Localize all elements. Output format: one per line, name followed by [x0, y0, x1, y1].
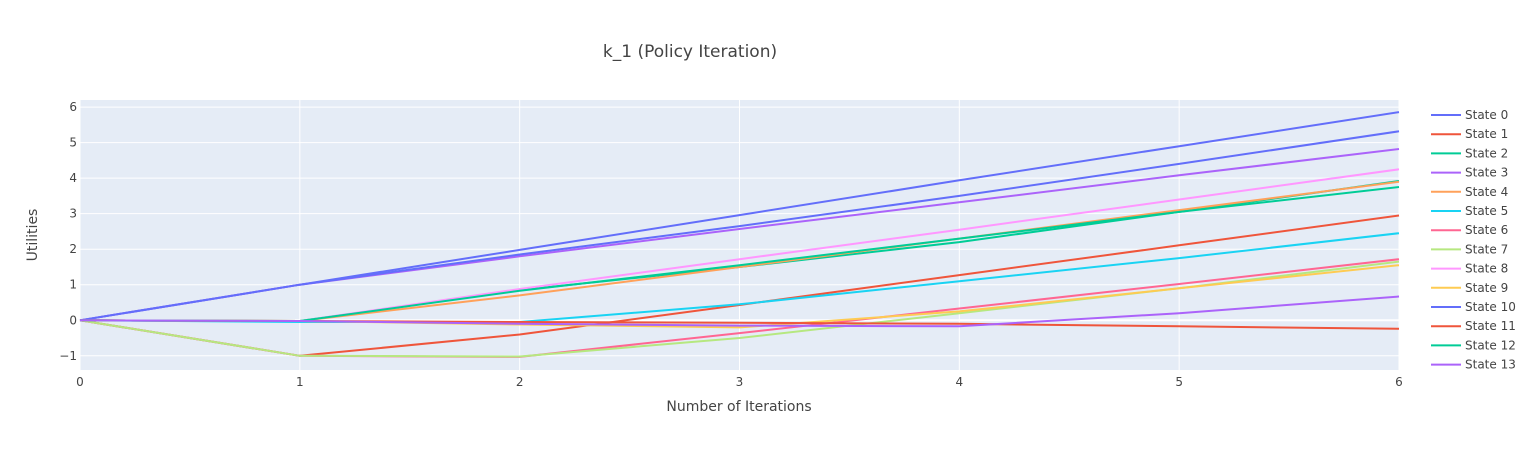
- legend-item[interactable]: State 13: [1431, 358, 1516, 372]
- legend-label: State 8: [1465, 262, 1508, 276]
- legend-label: State 11: [1465, 319, 1516, 333]
- legend-item[interactable]: State 2: [1431, 146, 1508, 160]
- legend-label: State 13: [1465, 358, 1516, 372]
- legend-label: State 10: [1465, 300, 1516, 314]
- legend-label: State 9: [1465, 281, 1508, 295]
- y-axis-title: Utilities: [25, 209, 41, 262]
- x-tick-label: 4: [956, 375, 964, 389]
- x-tick-label: 5: [1175, 375, 1183, 389]
- x-tick-label: 1: [296, 375, 304, 389]
- legend-item[interactable]: State 4: [1431, 185, 1508, 199]
- legend-item[interactable]: State 1: [1431, 127, 1508, 141]
- legend-item[interactable]: State 5: [1431, 204, 1508, 218]
- legend-label: State 2: [1465, 146, 1508, 160]
- legend-item[interactable]: State 0: [1431, 108, 1508, 122]
- legend-item[interactable]: State 11: [1431, 319, 1516, 333]
- y-tick-label: 2: [69, 242, 77, 256]
- legend-item[interactable]: State 3: [1431, 166, 1508, 180]
- legend: State 0 State 1 State 2 State 3 State 4 State…: [1431, 108, 1516, 372]
- series-lines: [79, 111, 1400, 358]
- legend-item[interactable]: State 10: [1431, 300, 1516, 314]
- x-tick-label: 0: [76, 375, 84, 389]
- legend-label: State 4: [1465, 185, 1508, 199]
- chart-title: k_1 (Policy Iteration): [603, 42, 777, 62]
- legend-item[interactable]: State 12: [1431, 338, 1516, 352]
- series-line-state-13[interactable]: [79, 295, 1400, 328]
- y-tick-label: 0: [69, 313, 77, 327]
- legend-item[interactable]: State 8: [1431, 262, 1508, 276]
- legend-label: State 0: [1465, 108, 1508, 122]
- y-tick-label: 4: [69, 171, 77, 185]
- y-tick-label: −1: [59, 349, 77, 363]
- x-axis-title: Number of Iterations: [666, 399, 811, 415]
- legend-label: State 12: [1465, 338, 1516, 352]
- x-tick-label: 6: [1395, 375, 1403, 389]
- y-tick-label: 6: [69, 100, 77, 114]
- series-line-state-10[interactable]: [79, 130, 1400, 322]
- x-tick-label: 2: [516, 375, 524, 389]
- legend-label: State 6: [1465, 223, 1508, 237]
- legend-label: State 5: [1465, 204, 1508, 218]
- y-tick-label: 5: [69, 136, 77, 150]
- legend-item[interactable]: State 6: [1431, 223, 1508, 237]
- y-tick-label: 1: [69, 278, 77, 292]
- legend-label: State 3: [1465, 166, 1508, 180]
- y-tick-label: 3: [69, 207, 77, 221]
- x-tick-label: 3: [736, 375, 744, 389]
- legend-label: State 1: [1465, 127, 1508, 141]
- legend-item[interactable]: State 7: [1431, 242, 1508, 256]
- axis-ticks: 0 1 2 3 4 5 6 −1 0 1 2 3 4 5 6: [59, 100, 1403, 389]
- legend-label: State 7: [1465, 242, 1508, 256]
- legend-item[interactable]: State 9: [1431, 281, 1508, 295]
